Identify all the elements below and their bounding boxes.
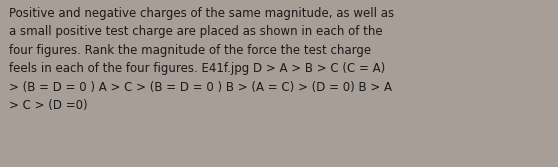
Text: Positive and negative charges of the same magnitude, as well as
a small positive: Positive and negative charges of the sam… [9,7,394,112]
